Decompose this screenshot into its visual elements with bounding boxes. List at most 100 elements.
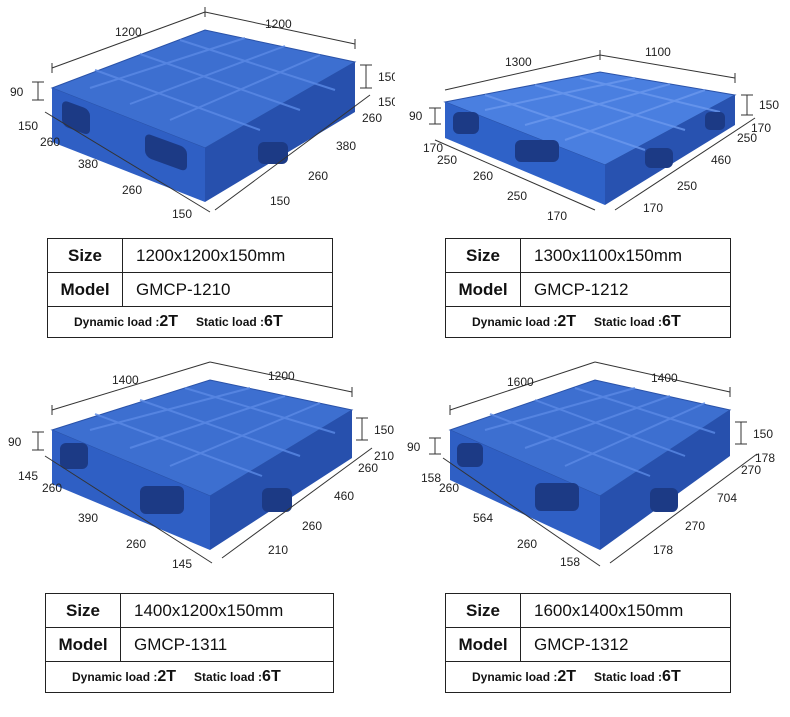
dim-side-3: 260 (362, 111, 382, 125)
dynamic-load-value: 2T (159, 313, 179, 330)
pallet-drawing-1: 1200 1200 90 150 150 260 380 260 150 150… (10, 7, 395, 221)
fork-opening (60, 443, 88, 469)
spec-row-size: Size 1200x1200x150mm (48, 239, 332, 273)
dim-front-2: 260 (473, 169, 493, 183)
dim-height-right: 150 (759, 98, 779, 112)
dim-side-4: 178 (755, 451, 775, 465)
dim-front-3: 260 (517, 537, 537, 551)
spec-row-load: Dynamic load :2T Static load :6T (46, 662, 333, 692)
dim-side-0: 150 (270, 194, 290, 208)
dim-height-left: 90 (407, 440, 421, 454)
fork-opening (535, 483, 579, 511)
dim-front-1: 250 (437, 153, 457, 167)
pallet-front-face (52, 88, 205, 202)
spec-row-model: Model GMCP-1210 (48, 273, 332, 307)
dim-side-0: 178 (653, 543, 673, 557)
dim-side-1: 250 (677, 179, 697, 193)
dynamic-load-label: Dynamic load : (74, 315, 160, 329)
pallet-front-face (450, 430, 600, 550)
dynamic-load-value: 2T (157, 668, 177, 685)
dynamic-load-label: Dynamic load : (472, 315, 558, 329)
model-value: GMCP-1312 (534, 634, 629, 654)
dim-side-3: 270 (741, 463, 761, 477)
dim-height-left: 90 (10, 85, 24, 99)
dim-front-3: 260 (122, 183, 142, 197)
pallet-cell-4: 1600 1400 90 150 158 260 564 260 158 178… (395, 358, 790, 717)
dynamic-load-label: Dynamic load : (72, 670, 158, 684)
pallet-cell-3: 1400 1200 90 150 145 260 390 260 145 210… (0, 358, 395, 717)
spec-table: Size 1600x1400x150mm Model GMCP-1312 Dyn… (445, 593, 731, 693)
model-value: GMCP-1212 (534, 279, 629, 299)
spec-row-load: Dynamic load :2T Static load :6T (48, 307, 332, 337)
dynamic-load-value: 2T (557, 313, 577, 330)
dim-top-left: 1600 (507, 375, 534, 389)
pallet-side-face (205, 62, 355, 202)
static-load-value: 6T (262, 668, 281, 685)
dim-top-right: 1200 (265, 17, 292, 31)
dim-front-0: 170 (423, 141, 443, 155)
dimension-lines (429, 361, 758, 567)
static-load-label: Static load : (594, 670, 663, 684)
dim-top-right: 1400 (651, 371, 678, 385)
fork-opening (262, 488, 292, 512)
spec-row-load: Dynamic load :2T Static load :6T (446, 662, 730, 692)
dynamic-load-value: 2T (557, 668, 577, 685)
spec-table: Size 1400x1200x150mm Model GMCP-1311 Dyn… (45, 593, 334, 693)
dynamic-load-label: Dynamic load : (472, 670, 558, 684)
dim-top-left: 1400 (112, 373, 139, 387)
dim-front-2: 564 (473, 511, 493, 525)
fork-opening (650, 488, 678, 512)
dim-side-2: 460 (334, 489, 354, 503)
spec-row-model: Model GMCP-1311 (46, 628, 333, 662)
model-label: Model (46, 628, 121, 661)
dim-side-2: 380 (336, 139, 356, 153)
pallet-side-face (210, 410, 352, 550)
spec-row-size: Size 1300x1100x150mm (446, 239, 730, 273)
dim-side-4: 210 (374, 449, 394, 463)
pallet-deck-ribs (484, 387, 716, 477)
spec-row-size: Size 1600x1400x150mm (446, 594, 730, 628)
static-load-value: 6T (264, 313, 283, 330)
dim-height-left: 90 (409, 109, 423, 123)
dim-front-4: 158 (560, 555, 580, 569)
dim-side-0: 210 (268, 543, 288, 557)
dim-side-4: 170 (751, 121, 771, 135)
size-value: 1600x1400x150mm (534, 600, 684, 620)
dim-front-0: 150 (18, 119, 38, 133)
dimension-lines (32, 361, 373, 564)
dim-side-1: 270 (685, 519, 705, 533)
pallet-cell-2: 1300 1100 90 150 170 250 260 250 170 170… (395, 0, 790, 358)
fork-opening (140, 486, 184, 514)
dim-height-right: 150 (374, 423, 394, 437)
pallet-cell-1: 1200 1200 90 150 150 260 380 260 150 150… (0, 0, 395, 358)
dim-side-1: 260 (302, 519, 322, 533)
dim-front-1: 260 (40, 135, 60, 149)
model-label: Model (446, 273, 521, 306)
dim-height-right: 150 (378, 70, 395, 84)
dim-side-2: 460 (711, 153, 731, 167)
static-load-label: Static load : (594, 315, 663, 329)
dim-height-right: 150 (753, 427, 773, 441)
model-label: Model (48, 273, 123, 306)
pallet-deck-ribs (484, 77, 721, 151)
fork-opening (62, 101, 90, 134)
dim-front-2: 390 (78, 511, 98, 525)
size-value: 1400x1200x150mm (134, 600, 284, 620)
dim-side-2: 704 (717, 491, 737, 505)
dim-side-3: 250 (737, 131, 757, 145)
dim-side-1: 260 (308, 169, 328, 183)
spec-row-size: Size 1400x1200x150mm (46, 594, 333, 628)
dim-height-left: 90 (8, 435, 22, 449)
dim-front-0: 158 (421, 471, 441, 485)
fork-opening (453, 112, 479, 134)
spec-row-model: Model GMCP-1212 (446, 273, 730, 307)
pallet-deck-ribs (89, 387, 336, 477)
size-label: Size (446, 594, 521, 627)
model-value: GMCP-1311 (134, 634, 228, 654)
dimension-lines (429, 50, 756, 211)
size-value: 1200x1200x150mm (136, 245, 286, 265)
pallet-drawing-3: 1400 1200 90 150 145 260 390 260 145 210… (8, 361, 394, 571)
pallet-deck-ribs (89, 37, 336, 131)
dim-front-1: 260 (42, 481, 62, 495)
size-label: Size (48, 239, 123, 272)
